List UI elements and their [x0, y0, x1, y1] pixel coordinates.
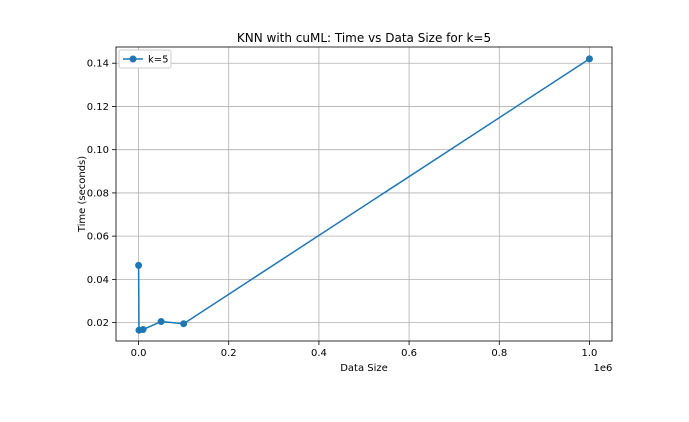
y-tick-label: 0.12 — [87, 102, 109, 113]
series-line — [137, 58, 590, 331]
legend-marker — [129, 55, 137, 63]
legend-label: k=5 — [148, 55, 169, 66]
y-tick-label: 0.02 — [87, 318, 109, 329]
data-point — [157, 318, 165, 326]
y-tick-label: 0.14 — [87, 59, 109, 70]
x-tick-label: 0.0 — [131, 348, 147, 359]
line-layer — [137, 58, 590, 331]
chart-title: KNN with cuML: Time vs Data Size for k=5 — [237, 31, 491, 45]
plot-background — [116, 47, 612, 341]
y-tick-label: 0.04 — [87, 275, 109, 286]
grid-layer — [116, 47, 612, 341]
data-point — [180, 320, 188, 328]
x-tick-label: 0.2 — [221, 348, 237, 359]
data-point — [585, 55, 593, 63]
x-tick-label: 0.8 — [491, 348, 507, 359]
x-tick-label: 1.0 — [582, 348, 598, 359]
axes-layer: 0.0 0.2 0.4 0.6 0.8 1.0 0.02 0.04 0.06 0.08 0.10 0.… — [87, 46, 613, 359]
x-tick-label: 0.4 — [311, 348, 327, 359]
legend-box — [118, 49, 172, 69]
x-axis-label: Data Size — [340, 363, 388, 374]
plot-frame — [115, 46, 613, 342]
y-tick-label: 0.10 — [87, 145, 109, 156]
legend: k=5 — [118, 49, 172, 69]
y-axis-label: Time (seconds) — [77, 156, 88, 233]
x-tick-label: 0.6 — [401, 348, 417, 359]
data-point — [135, 261, 143, 269]
data-point — [139, 326, 147, 334]
y-tick-label: 0.06 — [87, 232, 109, 243]
y-tick-label: 0.08 — [87, 188, 109, 199]
x-axis-offset-label: 1e6 — [594, 363, 613, 374]
point-layer — [135, 55, 593, 334]
